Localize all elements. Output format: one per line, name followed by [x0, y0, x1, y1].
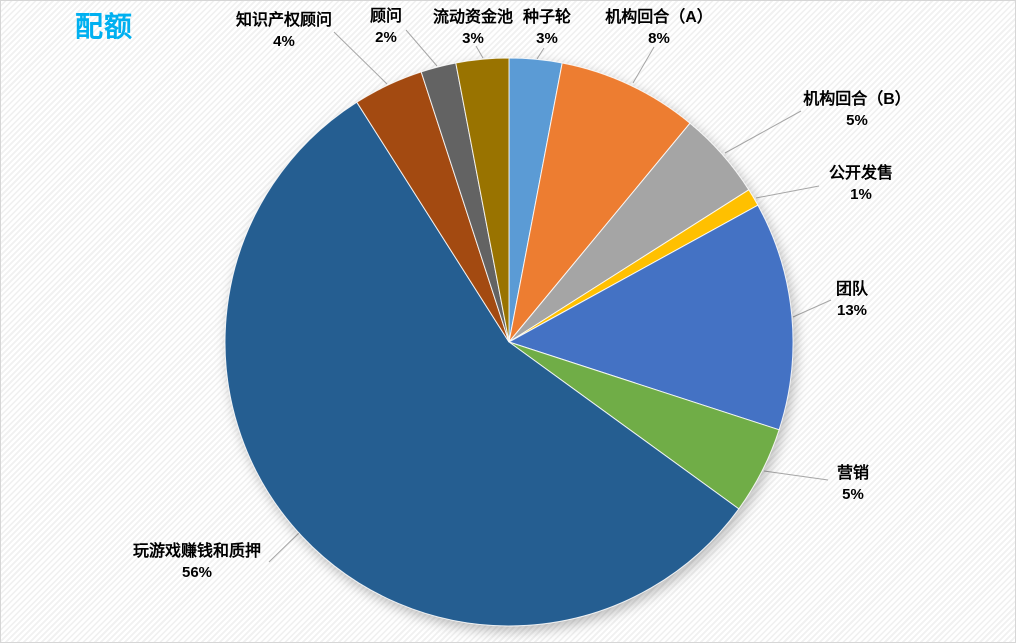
slice-percent: 13% — [836, 302, 868, 319]
leader-lines — [268, 29, 832, 563]
leader-line-7 — [333, 31, 388, 85]
leader-line-0 — [536, 47, 545, 60]
pie-slice-6 — [224, 101, 740, 627]
slice-label-institutional-round-b: 机构回合（B） 5% — [803, 89, 911, 131]
leader-line-8 — [405, 29, 438, 67]
pie-slice-1 — [508, 62, 691, 343]
leader-line-2 — [724, 110, 802, 154]
leader-line-9 — [475, 45, 484, 59]
leader-line-4 — [792, 299, 832, 318]
chart-title: 配额 — [75, 11, 134, 42]
slice-name: 知识产权顾问 — [235, 12, 333, 29]
slice-label-public-sale: 公开发售 1% — [829, 163, 893, 205]
leader-line-1 — [632, 46, 655, 84]
slice-percent: 5% — [846, 112, 868, 129]
slice-percent: 2% — [375, 29, 397, 46]
slice-label-institutional-round-a: 机构回合（A） 8% — [605, 7, 713, 49]
leader-line-6 — [268, 528, 304, 563]
slice-name: 流动资金池 — [432, 9, 514, 26]
slice-label-ip-advisor: 知识产权顾问 4% — [236, 10, 332, 52]
slice-percent: 5% — [842, 486, 864, 503]
leader-line-5 — [763, 470, 829, 481]
slice-name: 团队 — [835, 281, 869, 298]
slice-percent: 3% — [462, 30, 484, 47]
pie-slice-9 — [455, 57, 510, 343]
slice-percent: 4% — [273, 33, 295, 50]
pie-slice-4 — [507, 204, 794, 431]
slice-name: 玩游戏赚钱和质押 — [132, 543, 262, 560]
slice-label-team: 团队 13% — [836, 279, 868, 321]
slice-percent: 1% — [850, 186, 872, 203]
slice-name: 顾问 — [369, 8, 403, 25]
slice-percent: 56% — [181, 564, 213, 581]
slice-name: 机构回合（B） — [803, 91, 911, 108]
slice-label-seed-round: 种子轮 3% — [523, 7, 571, 49]
slice-percent: 3% — [536, 30, 558, 47]
slice-name: 公开发售 — [828, 165, 894, 182]
pie-slices — [224, 57, 794, 627]
slice-label-play-to-earn-staking: 玩游戏赚钱和质押 56% — [133, 541, 261, 583]
slice-label-liquidity-pool: 流动资金池 3% — [433, 7, 513, 49]
slice-label-advisor: 顾问 2% — [370, 6, 402, 48]
slice-percent: 8% — [648, 30, 670, 47]
slice-name: 种子轮 — [522, 9, 572, 26]
slice-name: 机构回合（A） — [605, 9, 713, 26]
slice-label-marketing: 营销 5% — [837, 463, 869, 505]
leader-line-3 — [755, 185, 820, 199]
slice-name: 营销 — [836, 465, 870, 482]
